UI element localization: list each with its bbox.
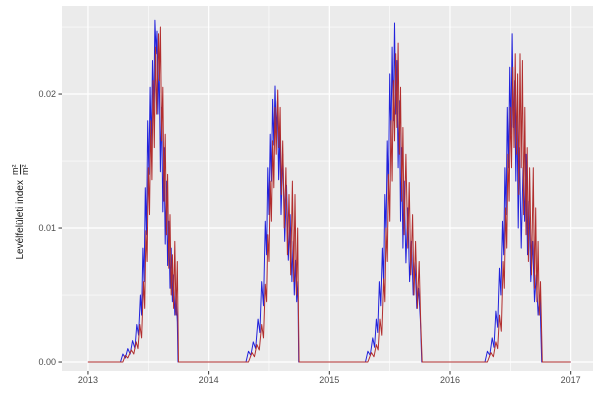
x-tick-label: 2016	[439, 375, 460, 385]
y-axis-unit-fraction: m² m²	[10, 164, 31, 176]
plot-panel	[62, 6, 593, 371]
unit-denominator: m²	[20, 164, 31, 175]
y-tick-label: 0.02	[38, 89, 56, 100]
unit-numerator: m²	[10, 164, 21, 176]
y-tick-label: 0.01	[38, 223, 56, 234]
y-axis-title-text: Levélfelületi index	[15, 180, 27, 260]
x-tick-label: 2015	[319, 375, 340, 385]
x-tick-label: 2017	[560, 375, 581, 385]
y-tick-label: 0.00	[38, 357, 56, 368]
x-tick-label: 2014	[198, 375, 219, 385]
line-simulated-lai-red	[87, 26, 571, 363]
x-tick-label: 2013	[77, 375, 98, 385]
